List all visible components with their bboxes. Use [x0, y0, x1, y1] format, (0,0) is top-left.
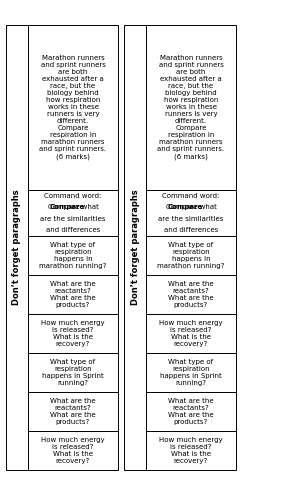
Text: Compare what: Compare what — [47, 204, 98, 210]
Text: are the similarities: are the similarities — [158, 216, 224, 222]
Text: What type of
respiration
happens in
marathon running?: What type of respiration happens in mara… — [39, 242, 107, 269]
Text: How much energy
is released?
What is the
recovery?: How much energy is released? What is the… — [41, 437, 105, 464]
Bar — [124, 25, 146, 470]
Text: Command word:: Command word: — [162, 193, 220, 199]
Bar — [28, 25, 118, 190]
Text: What are the
reactants?
What are the
products?: What are the reactants? What are the pro… — [168, 281, 214, 308]
Text: Compare what: Compare what — [166, 204, 216, 210]
Text: Compare: Compare — [50, 204, 85, 210]
Text: Compare: Compare — [168, 204, 203, 210]
Bar — [28, 392, 118, 431]
Text: How much energy
is released?
What is the
recovery?: How much energy is released? What is the… — [159, 437, 223, 464]
Text: Don’t forget paragraphs: Don’t forget paragraphs — [130, 190, 139, 306]
Text: How much energy
is released?
What is the
recovery?: How much energy is released? What is the… — [41, 320, 105, 347]
Text: Command word:: Command word: — [44, 193, 102, 199]
Text: Don’t forget paragraphs: Don’t forget paragraphs — [12, 190, 22, 306]
Text: What are the
reactants?
What are the
products?: What are the reactants? What are the pro… — [50, 398, 96, 425]
Text: What type of
respiration
happens in
marathon running?: What type of respiration happens in mara… — [157, 242, 225, 269]
Bar — [146, 275, 236, 314]
Bar — [146, 431, 236, 470]
Bar — [28, 353, 118, 392]
Bar — [28, 314, 118, 353]
Text: What are the
reactants?
What are the
products?: What are the reactants? What are the pro… — [50, 281, 96, 308]
Bar — [146, 314, 236, 353]
Bar — [28, 275, 118, 314]
Bar — [28, 431, 118, 470]
Text: What type of
respiration
happens in Sprint
running?: What type of respiration happens in Spri… — [42, 359, 104, 386]
Bar — [28, 236, 118, 275]
Bar — [28, 190, 118, 236]
Text: What are the
reactants?
What are the
products?: What are the reactants? What are the pro… — [168, 398, 214, 425]
Text: and differences: and differences — [164, 228, 218, 234]
Text: What type of
respiration
happens in Sprint
running?: What type of respiration happens in Spri… — [160, 359, 222, 386]
Text: Marathon runners
and sprint runners
are both
exhausted after a
race, but the
bio: Marathon runners and sprint runners are … — [39, 56, 106, 160]
Bar — [146, 392, 236, 431]
Text: How much energy
is released?
What is the
recovery?: How much energy is released? What is the… — [159, 320, 223, 347]
Bar — [146, 353, 236, 392]
Bar — [6, 25, 28, 470]
Text: Marathon runners
and sprint runners
are both
exhausted after a
race, but the
bio: Marathon runners and sprint runners are … — [157, 56, 225, 160]
Text: are the similarities: are the similarities — [40, 216, 106, 222]
Text: and differences: and differences — [46, 228, 100, 234]
Bar — [146, 25, 236, 190]
Bar — [146, 190, 236, 236]
Bar — [146, 236, 236, 275]
